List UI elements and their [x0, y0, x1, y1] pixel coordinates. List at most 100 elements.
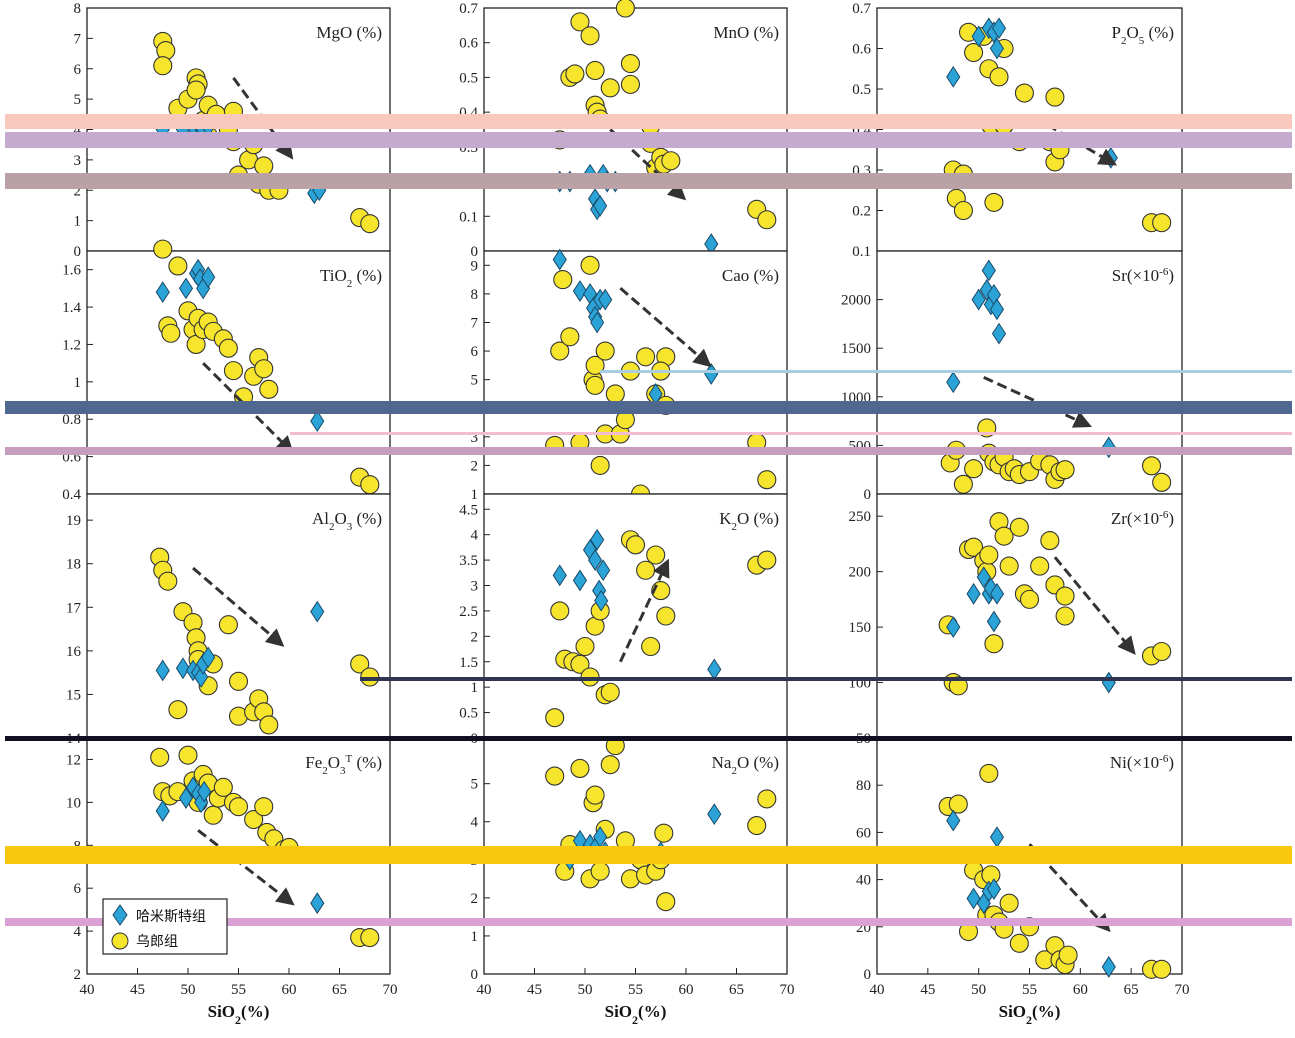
data-point-wulang [984, 634, 1004, 654]
data-point-hamiste [596, 559, 611, 582]
data-point-hamiste [946, 65, 961, 88]
data-point-wulang [1045, 87, 1065, 107]
y-tick-label: 12 [66, 752, 81, 768]
data-point-wulang [254, 156, 274, 176]
data-point-wulang [1014, 83, 1034, 103]
data-point-wulang [953, 200, 973, 221]
panel-7: 141516171819Al2O3 (%) [66, 493, 391, 747]
y-tick-label: 0.1 [852, 244, 871, 260]
data-point-wulang [585, 785, 605, 805]
band-lightblue [600, 370, 1292, 373]
legend-label-wulang: 乌郎组 [136, 934, 178, 950]
band-darknavy [360, 677, 1292, 681]
data-point-wulang [654, 823, 674, 843]
data-point-wulang [254, 797, 274, 817]
panel-title: Na2O (%) [712, 753, 779, 777]
data-point-hamiste [983, 577, 998, 600]
y-tick-label: 4 [74, 123, 82, 139]
data-point-wulang [620, 74, 641, 94]
trend-arrow [618, 558, 670, 663]
data-point-wulang [228, 671, 249, 691]
data-point-hamiste [986, 610, 1002, 633]
y-tick-label: 3 [74, 153, 82, 169]
data-point-hamiste [966, 887, 981, 910]
y-tick-label: 5 [471, 777, 479, 793]
data-point-wulang [999, 893, 1019, 913]
data-point-wulang [1009, 517, 1029, 537]
data-point-hamiste [590, 528, 605, 551]
data-point-wulang [1152, 213, 1172, 233]
data-point-wulang [1030, 556, 1050, 576]
x-tick-label: 70 [383, 982, 398, 998]
trend-arrow [192, 566, 285, 647]
data-point-wulang [981, 865, 1001, 885]
y-tick-label: 4 [471, 528, 479, 544]
y-tick-label: 0.8 [62, 412, 81, 428]
panel-title: MgO (%) [316, 23, 382, 42]
data-point-wulang [1058, 945, 1078, 965]
panel-frame [876, 7, 1183, 252]
x-axis-label: SiO2(%) [999, 1002, 1061, 1027]
x-tick-label: 65 [1124, 982, 1139, 998]
panel-title: Zr(×10-6) [1111, 509, 1174, 528]
data-point-hamiste [989, 37, 1005, 60]
data-point-wulang [545, 766, 565, 786]
data-point-wulang [1141, 456, 1162, 476]
data-point-wulang [757, 550, 777, 570]
y-tick-label: 3 [471, 430, 479, 446]
y-tick-label: 60 [856, 825, 871, 841]
y-tick-label: 0.4 [62, 487, 81, 503]
y-tick-label: 1500 [841, 341, 871, 357]
data-point-wulang [590, 455, 610, 475]
data-point-wulang [550, 341, 570, 361]
data-point-wulang [228, 797, 249, 817]
y-tick-label: 16 [66, 644, 82, 660]
panel-title: Cao (%) [722, 266, 779, 285]
y-tick-label: 0 [74, 244, 82, 260]
panel-4: 0.40.60.811.21.41.6 TiO2 (%) [62, 239, 391, 503]
trend-arrow [983, 375, 1092, 428]
data-point-wulang [580, 255, 600, 275]
panel-title: Ni(×10-6) [1110, 753, 1174, 772]
data-point-hamiste [598, 288, 613, 311]
panel-5: 123456789Cao (%) [471, 248, 788, 504]
y-tick-label: 2 [471, 629, 479, 645]
data-point-wulang [570, 12, 590, 32]
data-point-wulang [661, 151, 681, 171]
data-point-hamiste [593, 194, 608, 217]
data-point-wulang [600, 755, 620, 775]
y-tick-label: 1 [471, 487, 479, 503]
data-point-wulang [350, 654, 370, 674]
band-lavender [5, 132, 1292, 148]
data-point-wulang [989, 67, 1009, 87]
data-point-hamiste [946, 809, 961, 832]
panel-1: 0 1 2 3 4 5 6 7 8 MgO (%) [74, 1, 391, 260]
y-tick-label: 2 [471, 458, 479, 474]
data-point-wulang [1152, 472, 1172, 492]
data-point-wulang [218, 615, 238, 635]
y-tick-label: 2 [74, 967, 82, 983]
y-tick-label: 250 [849, 509, 872, 525]
data-point-wulang [964, 537, 984, 557]
data-point-hamiste [155, 281, 170, 304]
data-point-hamiste [552, 248, 567, 271]
x-tick-label: 70 [780, 982, 795, 998]
y-tick-label: 17 [66, 600, 82, 616]
data-point-wulang [646, 545, 666, 565]
y-tick-label: 3.5 [459, 553, 478, 569]
y-tick-label: 0.6 [459, 36, 478, 52]
x-tick-label: 55 [628, 982, 643, 998]
data-point-wulang [585, 375, 605, 395]
data-point-hamiste [1101, 956, 1116, 978]
data-point-wulang [565, 64, 585, 84]
data-point-wulang [218, 338, 238, 358]
y-tick-label: 0 [864, 967, 872, 983]
data-point-wulang [1019, 589, 1040, 609]
band-taupe [5, 173, 1292, 189]
overlay-bands [5, 114, 1292, 926]
x-tick-label: 60 [679, 982, 694, 998]
y-tick-label: 7 [471, 315, 479, 331]
data-point-hamiste [178, 277, 194, 300]
x-tick-label: 65 [332, 982, 347, 998]
y-tick-label: 0 [471, 244, 479, 260]
